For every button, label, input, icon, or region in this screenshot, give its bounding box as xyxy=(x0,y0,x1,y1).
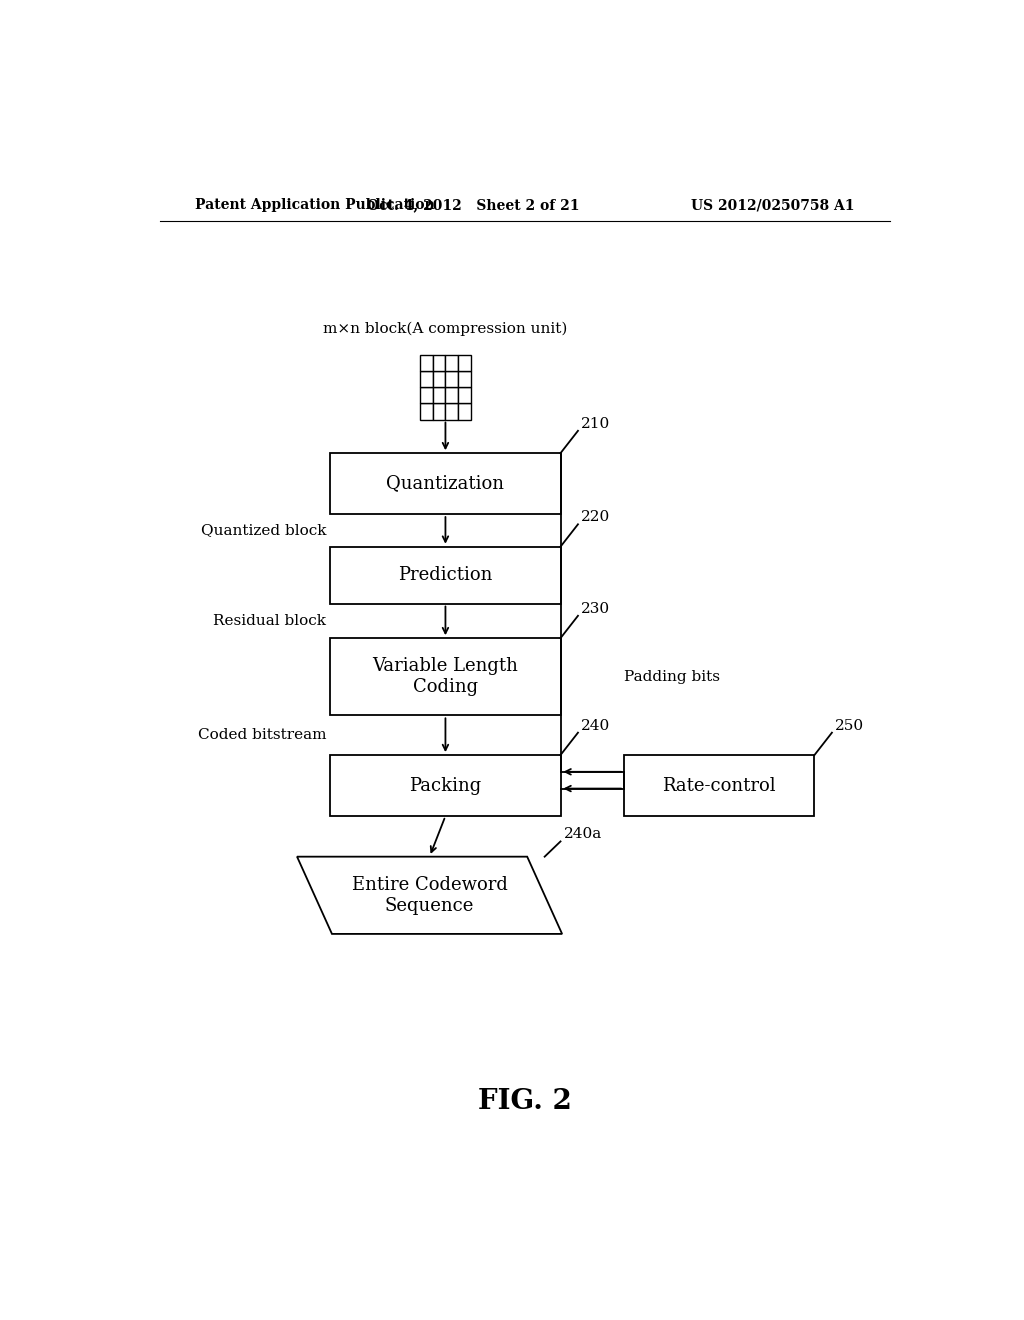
Text: Packing: Packing xyxy=(410,776,481,795)
Text: Quantized block: Quantized block xyxy=(201,524,327,537)
Text: 250: 250 xyxy=(836,718,864,733)
Text: Residual block: Residual block xyxy=(213,614,327,628)
Text: 230: 230 xyxy=(582,602,610,615)
Bar xyxy=(420,355,433,371)
Bar xyxy=(445,371,458,387)
Text: Coded bitstream: Coded bitstream xyxy=(198,729,327,742)
Bar xyxy=(445,387,458,404)
FancyBboxPatch shape xyxy=(624,755,814,816)
Text: 220: 220 xyxy=(582,511,610,524)
Text: Patent Application Publication: Patent Application Publication xyxy=(196,198,435,213)
Bar xyxy=(433,404,445,420)
Text: Padding bits: Padding bits xyxy=(624,669,720,684)
Bar xyxy=(433,371,445,387)
Text: 210: 210 xyxy=(582,417,610,430)
Bar xyxy=(458,404,471,420)
Text: FIG. 2: FIG. 2 xyxy=(478,1088,571,1115)
FancyBboxPatch shape xyxy=(331,638,560,715)
Text: Entire Codeword
Sequence: Entire Codeword Sequence xyxy=(351,876,508,915)
Text: Variable Length
Coding: Variable Length Coding xyxy=(373,657,518,696)
Bar xyxy=(445,404,458,420)
Bar xyxy=(420,404,433,420)
Bar xyxy=(433,355,445,371)
Bar xyxy=(433,387,445,404)
FancyBboxPatch shape xyxy=(331,755,560,816)
Polygon shape xyxy=(297,857,562,935)
Bar xyxy=(458,371,471,387)
Text: 240: 240 xyxy=(582,718,610,733)
Text: 240a: 240a xyxy=(563,828,602,841)
Text: Quantization: Quantization xyxy=(386,475,505,492)
Text: US 2012/0250758 A1: US 2012/0250758 A1 xyxy=(690,198,854,213)
Bar xyxy=(458,387,471,404)
Text: Rate-control: Rate-control xyxy=(663,776,776,795)
FancyBboxPatch shape xyxy=(331,546,560,603)
Text: Oct. 4, 2012   Sheet 2 of 21: Oct. 4, 2012 Sheet 2 of 21 xyxy=(367,198,580,213)
Bar xyxy=(420,371,433,387)
Bar xyxy=(458,355,471,371)
Text: Prediction: Prediction xyxy=(398,566,493,585)
Bar xyxy=(420,387,433,404)
FancyBboxPatch shape xyxy=(331,453,560,515)
Bar xyxy=(445,355,458,371)
Text: m×n block(A compression unit): m×n block(A compression unit) xyxy=(324,322,567,337)
